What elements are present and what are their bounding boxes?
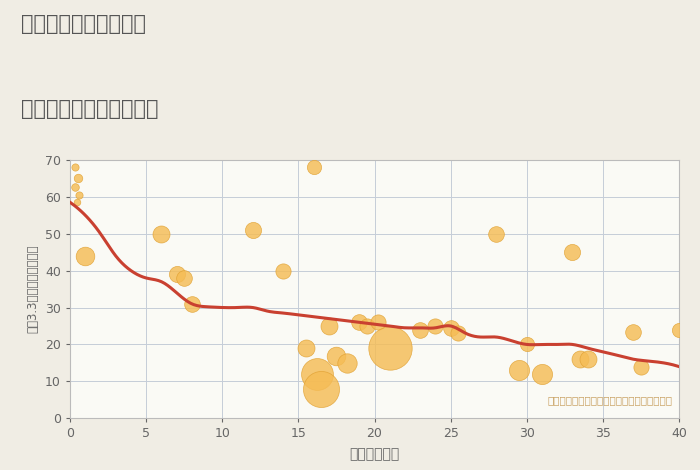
Point (372, 319, 383, 326)
Point (316, 385, 327, 392)
Point (156, 230, 167, 237)
Point (71, 198, 83, 206)
X-axis label: 築年数（年）: 築年数（年） (349, 447, 400, 461)
Point (673, 326, 685, 333)
Point (70, 184, 81, 191)
Point (331, 352, 342, 359)
Point (430, 322, 441, 330)
Text: 三重県松阪市舞出町の: 三重県松阪市舞出町の (21, 14, 146, 34)
Point (521, 341, 532, 348)
Point (308, 164, 319, 171)
Point (171, 271, 182, 278)
Point (323, 322, 335, 330)
Point (453, 329, 464, 337)
Text: 築年数別中古戸建て価格: 築年数別中古戸建て価格 (21, 99, 158, 119)
Point (514, 367, 525, 374)
Point (72, 174, 83, 182)
Point (582, 355, 594, 363)
Point (491, 230, 502, 237)
Point (445, 324, 456, 332)
Point (628, 328, 639, 335)
Point (342, 359, 353, 367)
Point (186, 300, 197, 307)
Point (300, 345, 312, 352)
Point (414, 326, 426, 333)
Point (567, 248, 578, 256)
Point (536, 370, 547, 378)
Point (74, 191, 85, 199)
Point (361, 322, 372, 330)
Point (69, 164, 80, 171)
Point (247, 226, 258, 234)
Point (636, 363, 647, 370)
Y-axis label: 坪（3.3㎡）単価（万円）: 坪（3.3㎡）単価（万円） (27, 245, 39, 333)
Point (384, 345, 395, 352)
Point (178, 274, 190, 282)
Text: 円の大きさは、取引のあった物件面積を示す: 円の大きさは、取引のあった物件面積を示す (548, 395, 673, 405)
Point (575, 355, 586, 363)
Point (80, 252, 91, 259)
Point (311, 370, 322, 378)
Point (277, 267, 289, 274)
Point (354, 319, 365, 326)
